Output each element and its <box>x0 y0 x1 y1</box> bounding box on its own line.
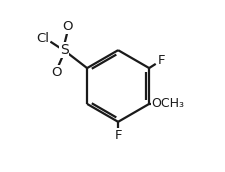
Text: O: O <box>51 66 61 79</box>
Text: S: S <box>59 43 68 57</box>
Text: F: F <box>157 54 164 67</box>
Text: O: O <box>62 20 72 33</box>
Text: F: F <box>114 129 121 142</box>
Text: OCH₃: OCH₃ <box>151 97 184 110</box>
Text: Cl: Cl <box>37 32 50 45</box>
